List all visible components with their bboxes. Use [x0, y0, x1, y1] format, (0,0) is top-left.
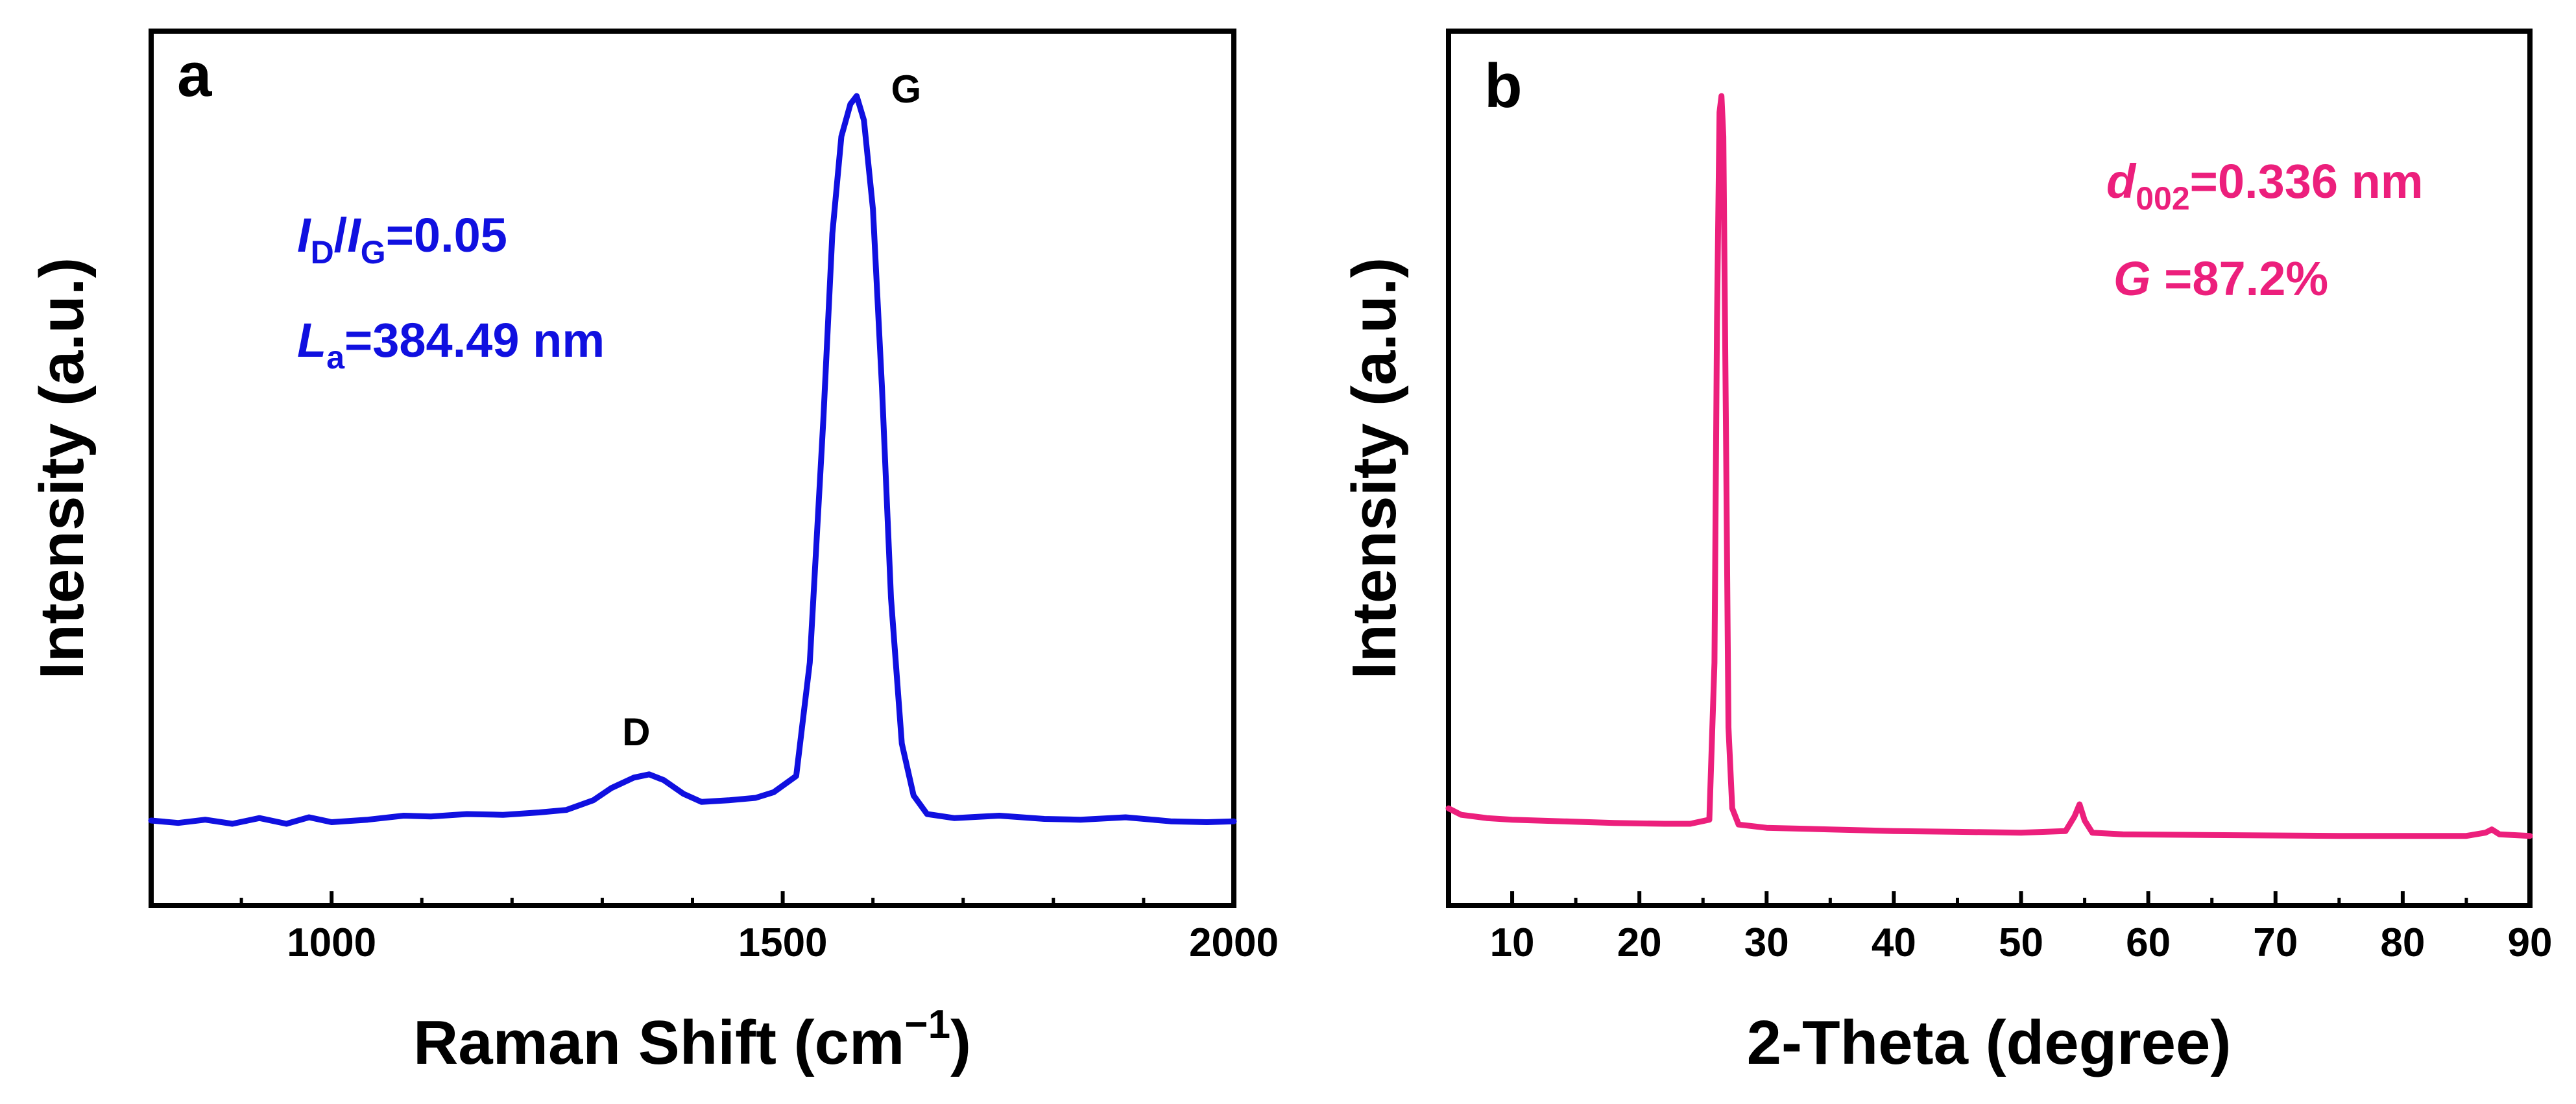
panel-b-x-ticks [1447, 891, 2532, 906]
ratio-i2: I [347, 208, 361, 262]
tick-label-60: 60 [2126, 920, 2171, 965]
tick-label-70: 70 [2253, 920, 2298, 965]
ratio-slash: / [334, 208, 348, 262]
graphitization-annotation: G =87.2% [2113, 252, 2328, 306]
panel-b-letter: b [1484, 51, 1523, 121]
d-sub: 002 [2136, 180, 2189, 217]
peak-label-g: G [891, 67, 921, 111]
panel-a-raman: 1000 1500 2000 a G D ID/IG=0.05 La=384.49 … [27, 29, 1279, 1077]
panel-b-xrd: 10 20 30 40 50 60 70 80 90 b d002=0.336 nm G =87… [1340, 29, 2553, 1077]
la-l: L [297, 313, 326, 367]
panel-a-y-axis-title: Intensity (a.u.) [27, 258, 97, 680]
tick-label-2000: 2000 [1189, 920, 1279, 965]
panel-a-plot-frame [149, 29, 1236, 908]
tick-label-50: 50 [1999, 920, 2043, 965]
tick-label-90: 90 [2508, 920, 2553, 965]
panel-a-x-ticks [239, 891, 1236, 906]
tick-label-30: 30 [1744, 920, 1789, 965]
peak-label-d: D [622, 710, 650, 754]
d-spacing-annotation: d002=0.336 nm [2106, 154, 2424, 217]
tick-label-20: 20 [1617, 920, 1662, 965]
la-sub: a [326, 339, 345, 376]
panel-a-x-tick-labels: 1000 1500 2000 [287, 920, 1279, 965]
ratio-value: =0.05 [386, 208, 507, 262]
panel-a-xlabel-main: Raman Shift (cm [413, 1008, 904, 1077]
panel-b-xrd-series-line [1445, 93, 2533, 839]
la-value: =384.49 nm [344, 313, 605, 367]
tick-label-1000: 1000 [287, 920, 376, 965]
panel-b-x-axis-title: 2-Theta (degree) [1747, 1008, 2232, 1077]
panel-a-raman-series-line [148, 93, 1237, 827]
panel-b-x-tick-labels: 10 20 30 40 50 60 70 80 90 [1490, 920, 2553, 965]
ratio-sub-d: D [311, 234, 334, 270]
d-letter: d [2106, 154, 2137, 208]
la-annotation: La=384.49 nm [297, 313, 605, 376]
ratio-sub-g: G [361, 234, 386, 270]
tick-label-40: 40 [1872, 920, 1916, 965]
panel-a-xlabel-sup: −1 [904, 1002, 950, 1047]
tick-label-10: 10 [1490, 920, 1535, 965]
g-letter: G [2113, 252, 2151, 306]
panel-b-y-axis-title: Intensity (a.u.) [1340, 258, 1409, 680]
g-value: =87.2% [2151, 252, 2329, 306]
panel-a-x-axis-title: Raman Shift (cm−1) [413, 1002, 971, 1077]
tick-label-1500: 1500 [738, 920, 828, 965]
d-value: =0.336 nm [2190, 154, 2424, 208]
panel-a-xlabel-close: ) [950, 1008, 971, 1077]
panel-a-letter: a [177, 40, 212, 110]
ratio-i1: I [297, 208, 311, 262]
panel-b-plot-frame [1446, 29, 2533, 908]
ratio-annotation: ID/IG=0.05 [297, 208, 507, 270]
tick-label-80: 80 [2380, 920, 2425, 965]
